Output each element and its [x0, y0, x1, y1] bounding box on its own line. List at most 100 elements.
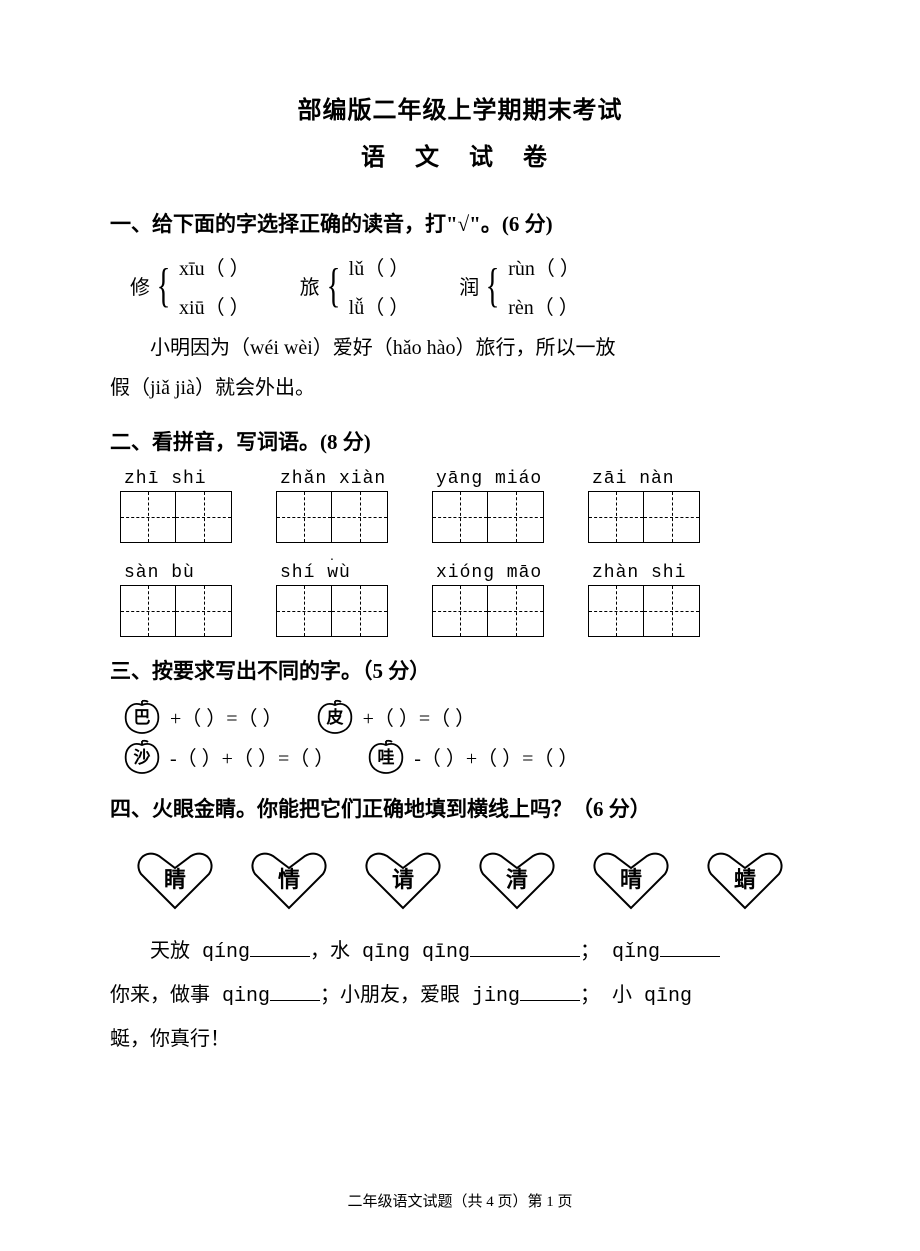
- q2-item: yāng miáo: [432, 469, 544, 543]
- q2-item: zhǎn xiàn: [276, 469, 388, 543]
- tian-box[interactable]: [588, 491, 644, 543]
- apple-icon: 哇: [364, 739, 408, 775]
- q2-pinyin: zhàn shi: [592, 563, 686, 583]
- tian-box[interactable]: [488, 491, 544, 543]
- q2-pinyin: sàn bù: [124, 563, 195, 583]
- q2-item: zhī shi: [120, 469, 232, 543]
- q3-expr[interactable]: +（ ）=（ ）: [170, 702, 283, 731]
- q1-char-0: 修: [130, 271, 150, 300]
- q3-heading: 三、按要求写出不同的字。（5 分）: [110, 655, 810, 689]
- exam-title-2: 语 文 试 卷: [110, 137, 810, 172]
- q1-opt[interactable]: rùn（ ）: [508, 252, 580, 281]
- dot-marker: ·: [330, 553, 335, 569]
- q2-pinyin: zāi nàn: [592, 469, 675, 489]
- q2-pinyin: zhī shi: [124, 469, 207, 489]
- q1-opt[interactable]: lǔ（ ）: [349, 252, 410, 281]
- q3-item: 皮 +（ ）=（ ）: [313, 699, 476, 735]
- q4-text: 蜓，你真行！: [110, 1028, 230, 1050]
- heart-icon: 情: [249, 850, 329, 912]
- q1-opt[interactable]: xīu（ ）: [179, 252, 250, 281]
- q4-fill-line2: 你来，做事 qing ；小朋友，爱眼 jing ； 小 qīng: [110, 974, 810, 1018]
- page-footer: 二年级语文试题（共 4 页）第 1 页: [0, 1190, 920, 1211]
- apple-icon: 巴: [120, 699, 164, 735]
- q2-item: shí wù ·: [276, 563, 388, 637]
- heart-icon: 清: [477, 850, 557, 912]
- q3-item: 沙 -（ ）+（ ）=（ ）: [120, 739, 334, 775]
- tian-box[interactable]: [276, 491, 332, 543]
- tian-box[interactable]: [176, 491, 232, 543]
- q3-expr[interactable]: +（ ）=（ ）: [363, 702, 476, 731]
- q2-item: xióng māo: [432, 563, 544, 637]
- heart-label: 晴: [620, 862, 642, 894]
- apple-icon: 沙: [120, 739, 164, 775]
- tian-box[interactable]: [176, 585, 232, 637]
- heart-label: 清: [506, 862, 528, 894]
- q1-sentence-l2: 假（jiǎ jià）就会外出。: [110, 368, 810, 408]
- tian-box[interactable]: [332, 491, 388, 543]
- svg-text:巴: 巴: [134, 708, 151, 727]
- tian-box[interactable]: [120, 585, 176, 637]
- brace-icon: {: [157, 262, 171, 310]
- blank-line[interactable]: [660, 937, 720, 957]
- q4-fill-line1: 天放 qíng ，水 qīng qīng ； qǐng: [110, 930, 810, 974]
- tian-box[interactable]: [644, 491, 700, 543]
- tian-box[interactable]: [276, 585, 332, 637]
- q1-char-1: 旅: [300, 271, 320, 300]
- tian-box[interactable]: [644, 585, 700, 637]
- q2-pinyin: yāng miáo: [436, 469, 542, 489]
- hearts-row: 睛 情 请 清 晴 蜻: [110, 850, 810, 912]
- brace-icon: {: [326, 262, 340, 310]
- q2-heading: 二、看拼音，写词语。(8 分): [110, 426, 810, 460]
- q1-sentence-l1: 小明因为（wéi wèi）爱好（hǎo hào）旅行，所以一放: [110, 328, 810, 368]
- q1-char-2: 润: [459, 271, 479, 300]
- apple-icon: 皮: [313, 699, 357, 735]
- heart-icon: 蜻: [705, 850, 785, 912]
- q2-grid: zhī shi zhǎn xiàn yāng miáo zāi nàn sàn …: [120, 469, 810, 637]
- heart-icon: 睛: [135, 850, 215, 912]
- tian-box[interactable]: [332, 585, 388, 637]
- q1-opt[interactable]: lǚ（ ）: [349, 291, 410, 320]
- heart-label: 蜻: [734, 862, 756, 894]
- q1-group-2: 润 { rùn（ ） rèn（ ）: [459, 252, 580, 320]
- tian-box[interactable]: [488, 585, 544, 637]
- blank-line[interactable]: [470, 937, 580, 957]
- q2-item: sàn bù: [120, 563, 232, 637]
- q4-text: ； qǐng: [580, 941, 660, 964]
- q4-text: ； 小 qīng: [580, 985, 692, 1008]
- tian-box[interactable]: [432, 491, 488, 543]
- tian-box[interactable]: [588, 585, 644, 637]
- q4-text: 你来，做事 qing: [110, 985, 270, 1008]
- q2-item: zhàn shi: [588, 563, 700, 637]
- q3-row-0: 巴 +（ ）=（ ） 皮 +（ ）=（ ）: [120, 699, 810, 735]
- q2-pinyin: shí wù: [280, 563, 351, 583]
- heart-label: 睛: [164, 862, 186, 894]
- q4-text: ，水 qīng qīng: [310, 941, 470, 964]
- q1-group-1: 旅 { lǔ（ ） lǚ（ ）: [300, 252, 410, 320]
- blank-line[interactable]: [250, 937, 310, 957]
- q3-item: 哇 -（ ）+（ ）=（ ）: [364, 739, 578, 775]
- q4-heading: 四、火眼金睛。你能把它们正确地填到横线上吗？（6 分）: [110, 793, 810, 827]
- heart-icon: 晴: [591, 850, 671, 912]
- q2-pinyin: zhǎn xiàn: [280, 469, 386, 489]
- q4-text: 天放 qíng: [150, 941, 250, 964]
- q1-opt[interactable]: xiū（ ）: [179, 291, 250, 320]
- brace-icon: {: [486, 262, 500, 310]
- tian-box[interactable]: [120, 491, 176, 543]
- q3-expr[interactable]: -（ ）+（ ）=（ ）: [414, 742, 578, 771]
- blank-line[interactable]: [270, 981, 320, 1001]
- q3-item: 巴 +（ ）=（ ）: [120, 699, 283, 735]
- q3-expr[interactable]: -（ ）+（ ）=（ ）: [170, 742, 334, 771]
- q1-brace-row: 修 { xīu（ ） xiū（ ） 旅 { lǔ（ ） lǚ（ ） 润 { rù…: [130, 252, 810, 320]
- q3-row-1: 沙 -（ ）+（ ）=（ ） 哇 -（ ）+（ ）=（ ）: [120, 739, 810, 775]
- exam-title-1: 部编版二年级上学期期末考试: [110, 90, 810, 125]
- tian-box[interactable]: [432, 585, 488, 637]
- q1-heading: 一、给下面的字选择正确的读音，打"√"。(6 分): [110, 208, 810, 242]
- heart-icon: 请: [363, 850, 443, 912]
- heart-label: 请: [392, 862, 414, 894]
- blank-line[interactable]: [520, 981, 580, 1001]
- q4-fill-line3: 蜓，你真行！: [110, 1018, 810, 1060]
- q1-opt[interactable]: rèn（ ）: [508, 291, 580, 320]
- q2-pinyin: xióng māo: [436, 563, 542, 583]
- q4-text: ；小朋友，爱眼 jing: [320, 985, 520, 1008]
- q1-group-0: 修 { xīu（ ） xiū（ ）: [130, 252, 250, 320]
